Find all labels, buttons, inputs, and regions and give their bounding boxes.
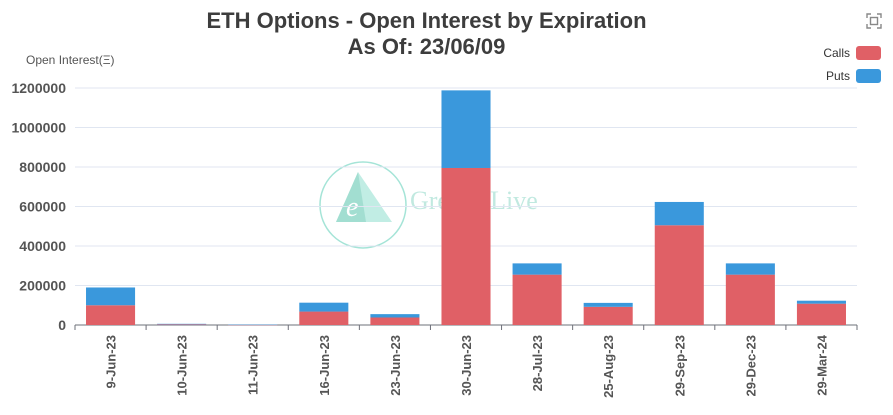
chart-title-main: ETH Options - Open Interest by Expiratio… [206, 8, 647, 33]
bar-calls-10-Jun-23 [157, 324, 207, 325]
legend-label-puts: Puts [825, 69, 850, 83]
x-tick-label: 29-Dec-23 [743, 335, 758, 396]
bar-puts-25-Aug-23 [583, 302, 633, 307]
y-tick-label: 1200000 [11, 80, 66, 96]
y-axis-ticks: 0 200000 400000 600000 800000 1000000 1200000 [11, 80, 66, 333]
x-tick-label: 10-Jun-23 [175, 335, 190, 396]
legend-item-puts[interactable]: Puts [826, 68, 881, 84]
chart-title: ETH Options - Open Interest by Expiratio… [0, 8, 853, 60]
bar-puts-29-Mar-24 [796, 300, 846, 304]
x-tick-label: 11-Jun-23 [246, 335, 261, 395]
y-tick-label: 0 [58, 317, 66, 333]
watermark-logo-icon: e [319, 161, 407, 249]
bar-calls-29-Sep-23 [654, 225, 704, 325]
y-axis-label: Open Interest(Ξ) [26, 53, 115, 67]
bar-calls-29-Mar-24 [796, 303, 846, 325]
x-tick-label: 30-Jun-23 [459, 335, 474, 396]
bar-calls-9-Jun-23 [86, 305, 136, 325]
bar-puts-9-Jun-23 [86, 287, 136, 306]
bar-calls-25-Aug-23 [583, 306, 633, 325]
bar-calls-29-Dec-23 [725, 274, 775, 325]
bar-calls-30-Jun-23 [441, 167, 491, 325]
x-tick-label: 23-Jun-23 [388, 335, 403, 396]
watermark-logo-letter: e [346, 192, 358, 223]
save-image-icon[interactable] [866, 13, 882, 29]
bar-puts-29-Sep-23 [654, 201, 704, 226]
x-tick-label: 16-Jun-23 [317, 335, 332, 396]
x-tick-label: 29-Sep-23 [672, 335, 687, 396]
bar-calls-16-Jun-23 [299, 311, 349, 325]
y-tick-label: 600000 [19, 199, 66, 215]
x-axis: 9-Jun-23 10-Jun-23 11-Jun-23 16-Jun-23 23-Ju… [74, 325, 858, 398]
legend-item-calls[interactable]: Calls [823, 45, 881, 61]
bars [86, 90, 846, 326]
bar-puts-11-Jun-23 [228, 324, 278, 326]
bar-puts-16-Jun-23 [299, 302, 349, 312]
y-tick-label: 400000 [19, 238, 66, 254]
legend-swatch-puts [856, 69, 881, 83]
bar-calls-23-Jun-23 [370, 317, 420, 325]
legend-label-calls: Calls [823, 46, 850, 60]
bar-calls-28-Jul-23 [512, 274, 562, 325]
y-tick-label: 800000 [19, 159, 66, 175]
chart-subtitle: As Of: 23/06/09 [347, 34, 506, 59]
x-tick-label: 9-Jun-23 [104, 335, 119, 388]
y-tick-label: 200000 [19, 278, 66, 294]
x-tick-label: 25-Aug-23 [601, 335, 616, 398]
bar-puts-23-Jun-23 [370, 314, 420, 318]
bar-puts-29-Dec-23 [725, 263, 775, 275]
legend-swatch-calls [856, 46, 881, 60]
x-tick-label: 28-Jul-23 [530, 335, 545, 391]
y-tick-label: 1000000 [11, 120, 66, 136]
bar-puts-10-Jun-23 [157, 323, 207, 325]
bar-puts-30-Jun-23 [441, 90, 491, 168]
x-tick-label: 29-Mar-24 [814, 334, 829, 395]
bar-puts-28-Jul-23 [512, 263, 562, 275]
